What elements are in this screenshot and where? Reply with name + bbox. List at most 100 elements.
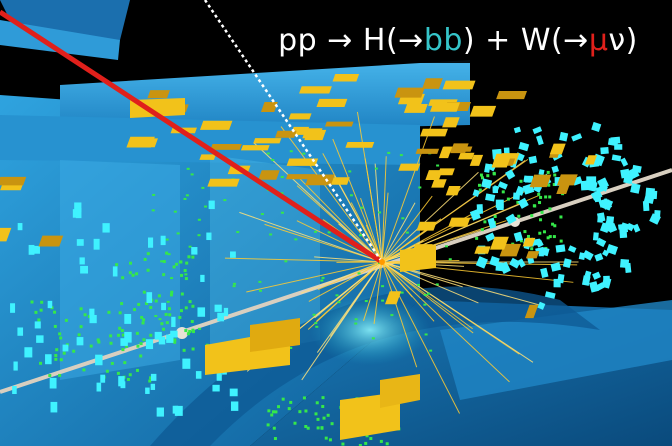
calo-cell [584, 270, 592, 278]
hit [59, 336, 63, 340]
track [381, 261, 473, 330]
calo-cell [10, 303, 16, 313]
hit [277, 405, 281, 409]
calo-cell [532, 126, 543, 135]
track [314, 256, 383, 263]
track [381, 158, 529, 263]
hit [169, 293, 173, 297]
track [246, 261, 383, 293]
hit [273, 437, 277, 441]
calo-cell [229, 388, 238, 397]
calo-cell [509, 257, 521, 269]
hit [298, 410, 302, 414]
calo-cell [513, 126, 522, 134]
hit [109, 334, 113, 338]
calo-cell [161, 302, 166, 311]
hit [357, 272, 361, 275]
calo-cell [524, 304, 539, 319]
calo-cell [102, 223, 110, 233]
hit [423, 303, 427, 306]
hit [349, 194, 353, 197]
hit [477, 183, 481, 187]
hit [120, 302, 124, 306]
calo-cell [96, 382, 102, 392]
calo-cell [518, 141, 530, 152]
hit [118, 311, 122, 315]
hit [371, 337, 375, 340]
hit [164, 312, 168, 316]
calo-cell [146, 292, 153, 303]
hit [274, 410, 278, 414]
hit [191, 255, 195, 259]
calo-cell [200, 274, 205, 282]
calo-cell [230, 251, 236, 258]
hit [519, 179, 523, 183]
calo-cell [438, 146, 453, 159]
calo-cell [182, 358, 191, 369]
calo-cell [34, 321, 41, 329]
beam-pipe [0, 168, 672, 394]
hit [129, 261, 133, 265]
calo-cell [578, 252, 586, 260]
hit [479, 173, 483, 177]
calo-cell [475, 256, 488, 269]
hit [480, 176, 484, 180]
beam-bead-left [176, 327, 188, 339]
track [253, 142, 383, 263]
hit [136, 344, 140, 348]
track [381, 261, 413, 298]
hit [519, 239, 523, 243]
hit [117, 333, 121, 337]
hit [53, 310, 57, 314]
calo-cell [230, 401, 239, 411]
hit [364, 441, 368, 445]
track [332, 138, 383, 263]
hit [170, 290, 174, 294]
hit [148, 379, 152, 383]
hit [115, 263, 119, 267]
hit [162, 273, 166, 277]
hit [166, 300, 170, 303]
hit [190, 319, 194, 323]
calo-cell [425, 170, 443, 180]
hit [424, 333, 428, 336]
hit [162, 260, 166, 264]
calo-cell [32, 245, 40, 254]
calo-cell [76, 239, 84, 246]
calo-cell [12, 385, 17, 394]
hit [39, 361, 43, 365]
label-nu: ν) [608, 22, 638, 58]
hit [165, 251, 169, 255]
track [350, 202, 383, 263]
calo-cell [89, 308, 95, 316]
detector-ledge-face [0, 115, 420, 165]
label-mu: μ [588, 22, 609, 58]
hit [348, 170, 352, 173]
calo-cell [62, 344, 69, 352]
calo-cell [469, 209, 481, 221]
hit [62, 351, 66, 355]
track [307, 261, 383, 330]
calo-cell [147, 237, 154, 248]
calo-cell [596, 212, 606, 222]
hit [167, 307, 171, 311]
calo-cell [17, 327, 24, 336]
calo-cell [527, 256, 535, 264]
calo-cell [588, 181, 598, 192]
hit [314, 230, 318, 233]
hit [330, 422, 334, 426]
hit [385, 442, 389, 446]
calo-cell [191, 247, 198, 255]
hit [544, 195, 548, 199]
calo-cell [223, 307, 229, 317]
hit [184, 329, 188, 333]
track [373, 261, 383, 325]
hit [552, 235, 556, 239]
hit [160, 322, 164, 326]
hit [539, 195, 543, 199]
hit [320, 279, 324, 282]
track [381, 261, 418, 368]
hit [187, 255, 191, 259]
calo-cell [199, 154, 216, 160]
calo-cell [174, 405, 183, 416]
